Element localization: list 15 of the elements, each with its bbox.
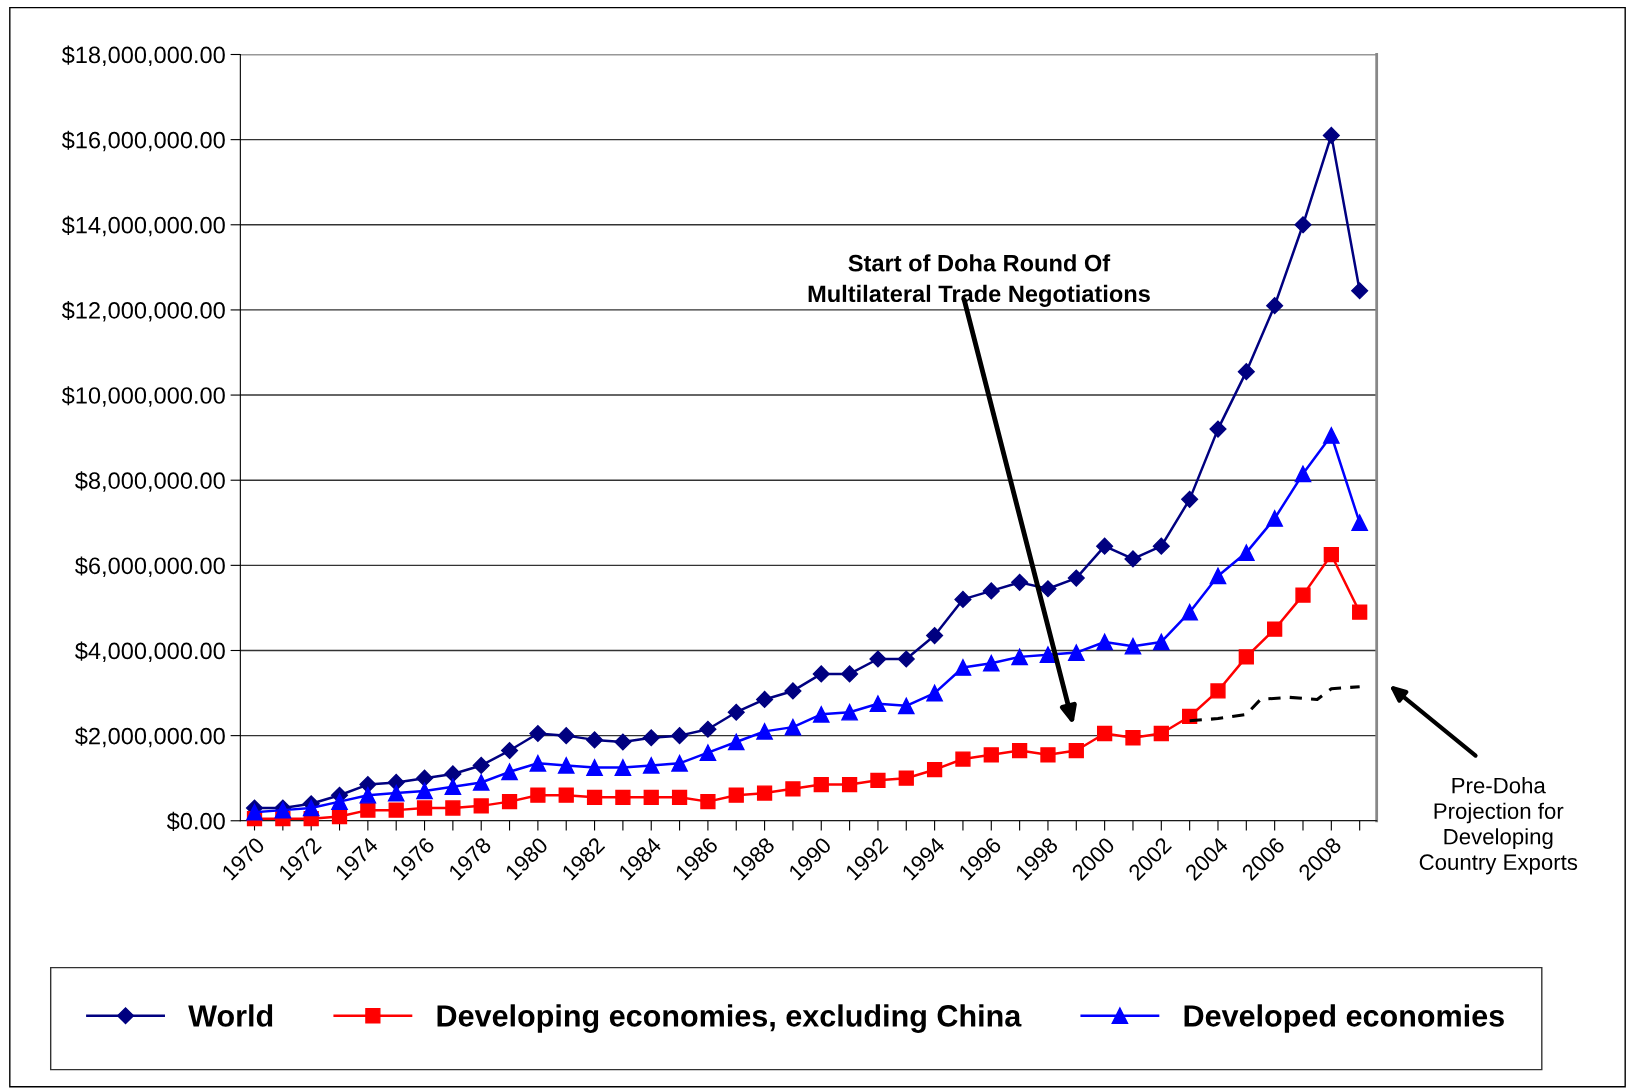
y-tick-label: $0.00 <box>166 811 225 831</box>
y-tick-label: $4,000,000.00 <box>75 641 225 663</box>
y-tick-label: $6,000,000.00 <box>75 556 225 577</box>
y-tick-label: $8,000,000.00 <box>75 471 225 492</box>
y-tick-label: $2,000,000.00 <box>75 726 225 748</box>
legend-label: World <box>188 1004 273 1027</box>
y-tick-label: $14,000,000.00 <box>61 215 225 237</box>
legend-label: Developing economies, excluding China <box>437 1004 1022 1033</box>
annotation: Start of Doha Round Of Multilateral Trade Negotiations <box>808 254 1150 307</box>
y-tick-label: $16,000,000.00 <box>61 130 225 152</box>
y-tick-label: $10,000,000.00 <box>61 386 225 407</box>
legend-label: Developed economies <box>1184 1004 1504 1033</box>
text: Pre-Doha Projection for Developing Country Exports <box>1419 777 1578 875</box>
y-tick-label: $12,000,000.00 <box>61 301 225 322</box>
y-tick-label: $18,000,000.00 <box>61 45 225 67</box>
